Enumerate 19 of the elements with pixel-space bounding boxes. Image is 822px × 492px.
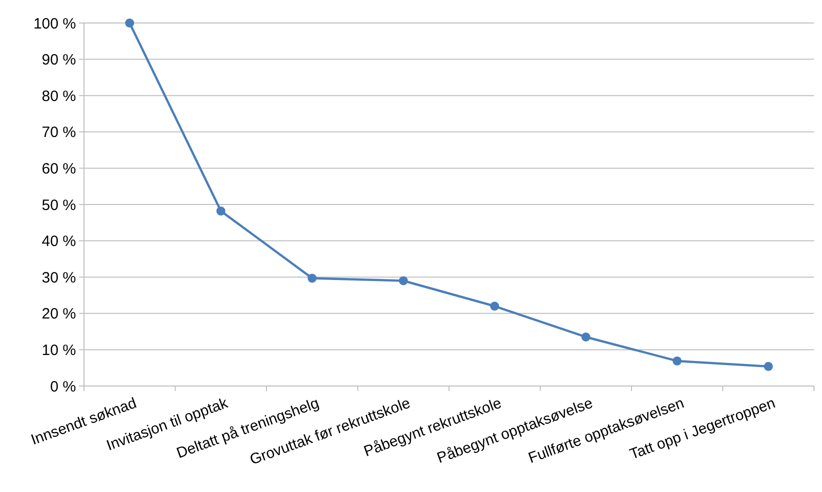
y-tick-label: 100 % bbox=[33, 15, 76, 32]
y-tick-label: 60 % bbox=[42, 160, 76, 178]
point bbox=[581, 332, 590, 342]
point bbox=[398, 276, 408, 286]
y-tick-label: 90 % bbox=[42, 52, 76, 69]
y-tick-label: 30 % bbox=[42, 269, 76, 286]
y-tick-label: 20 % bbox=[42, 306, 76, 323]
point bbox=[490, 302, 500, 311]
y-tick-label: 10 % bbox=[42, 342, 76, 359]
y-tick-label: 40 % bbox=[42, 233, 76, 250]
point bbox=[764, 362, 773, 371]
point bbox=[125, 18, 134, 28]
y-tick-label: 0 % bbox=[50, 378, 76, 396]
point bbox=[308, 274, 317, 283]
y-tick-label: 70 % bbox=[42, 124, 76, 142]
point bbox=[216, 206, 226, 216]
point bbox=[672, 356, 682, 366]
y-tick-label: 80 % bbox=[42, 88, 76, 105]
y-tick-label: 50 % bbox=[42, 196, 76, 214]
